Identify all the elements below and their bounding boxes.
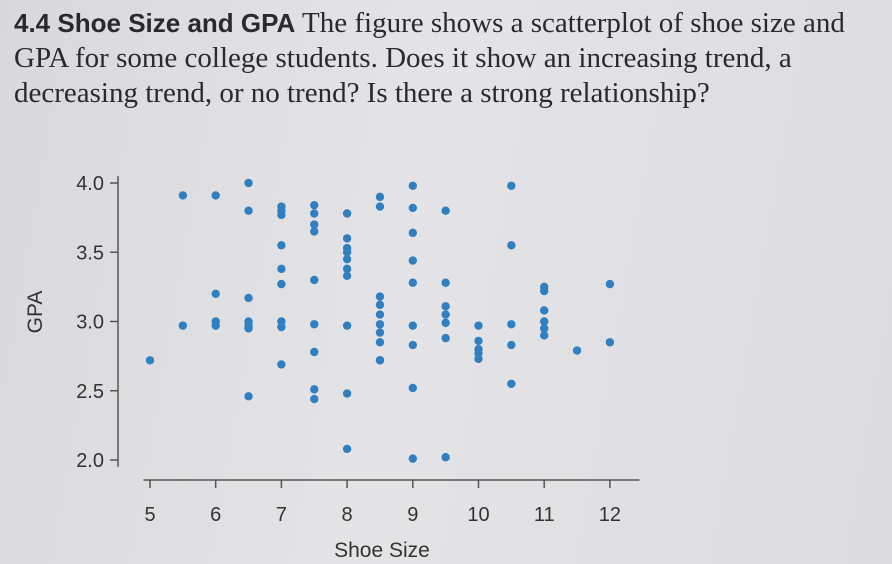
y-tick-label: 2.5 <box>76 381 104 403</box>
data-point <box>310 275 319 285</box>
data-point <box>310 209 319 218</box>
data-point <box>441 318 450 328</box>
problem-title: Shoe Size and GPA <box>57 8 296 38</box>
data-point <box>277 279 286 289</box>
data-point <box>310 385 319 394</box>
data-point <box>375 356 385 365</box>
x-tick-label: 8 <box>342 504 353 526</box>
problem-statement: 4.4 Shoe Size and GPA The figure shows a… <box>14 6 874 111</box>
data-point <box>507 379 516 389</box>
data-point <box>507 241 516 250</box>
data-point <box>540 331 549 340</box>
data-point <box>507 320 516 329</box>
data-point <box>244 324 253 333</box>
y-axis-title: GPA <box>24 291 47 334</box>
data-point <box>408 203 417 213</box>
data-point <box>540 317 549 326</box>
data-point <box>507 181 516 190</box>
data-point <box>310 320 319 329</box>
y-tick-label: 2.0 <box>76 450 104 472</box>
problem-number: 4.4 <box>14 8 51 38</box>
data-point <box>507 340 516 350</box>
x-tick-label: 10 <box>467 504 489 526</box>
data-point <box>178 321 188 330</box>
y-tick-label: 3.0 <box>76 312 104 334</box>
data-point <box>277 241 286 250</box>
data-point <box>408 181 417 190</box>
data-point <box>408 340 417 350</box>
x-tick-label: 11 <box>534 504 555 526</box>
data-point <box>342 254 352 264</box>
data-point <box>441 206 450 215</box>
data-point <box>178 191 188 200</box>
x-tick-label: 9 <box>407 504 418 526</box>
problem-text: The figure shows a scatterplot of shoe s… <box>14 7 845 109</box>
data-points <box>145 178 615 463</box>
data-point <box>441 333 450 343</box>
data-point <box>277 210 286 220</box>
data-point <box>342 444 352 454</box>
data-point <box>408 278 417 287</box>
data-point <box>375 300 385 310</box>
data-point <box>408 383 417 393</box>
data-point <box>244 392 253 401</box>
data-point <box>474 321 483 330</box>
data-point <box>540 306 549 315</box>
data-point <box>244 206 253 215</box>
data-point <box>605 279 615 289</box>
data-point <box>605 338 615 347</box>
data-point <box>474 336 483 346</box>
data-point <box>310 394 319 404</box>
data-point <box>277 360 286 369</box>
data-point <box>342 389 352 398</box>
data-point <box>342 234 352 243</box>
x-tick-label: 12 <box>599 504 621 526</box>
data-point <box>375 292 385 301</box>
data-point <box>375 202 385 211</box>
data-point <box>540 324 549 333</box>
data-point <box>244 293 253 303</box>
x-tick-label: 6 <box>210 504 221 526</box>
y-tick-label: 4.0 <box>76 173 104 195</box>
data-point <box>540 286 549 296</box>
data-point <box>375 310 385 319</box>
data-point <box>441 453 450 462</box>
data-point <box>277 322 286 332</box>
data-point <box>211 289 220 298</box>
x-tick-label: 7 <box>276 504 287 526</box>
axes: 2.0 2.5 3.0 3.5 4.0 5 6 7 8 9 10 11 12 <box>76 173 640 526</box>
data-point <box>375 338 385 347</box>
data-point <box>310 347 319 357</box>
data-point <box>342 264 352 274</box>
data-point <box>310 200 319 210</box>
data-point <box>441 278 450 287</box>
y-tick-label: 3.5 <box>76 242 104 264</box>
data-point <box>342 248 352 257</box>
data-point <box>441 302 450 311</box>
data-point <box>375 328 385 337</box>
data-point <box>474 354 483 364</box>
data-point <box>277 264 286 274</box>
data-point <box>310 227 319 236</box>
data-point <box>408 228 417 238</box>
data-point <box>408 256 417 265</box>
data-point <box>145 356 155 365</box>
data-point <box>572 346 582 355</box>
data-point <box>211 321 220 330</box>
data-point <box>342 321 352 330</box>
data-point <box>342 209 352 218</box>
data-point <box>441 310 450 319</box>
x-axis-title: Shoe Size <box>334 539 430 562</box>
data-point <box>310 220 319 229</box>
data-point <box>211 191 220 200</box>
data-point <box>408 321 417 330</box>
data-point <box>375 320 385 329</box>
data-point <box>244 178 253 188</box>
x-tick-label: 5 <box>144 504 155 526</box>
data-point <box>375 192 385 202</box>
data-point <box>408 454 417 463</box>
data-point <box>342 271 352 280</box>
